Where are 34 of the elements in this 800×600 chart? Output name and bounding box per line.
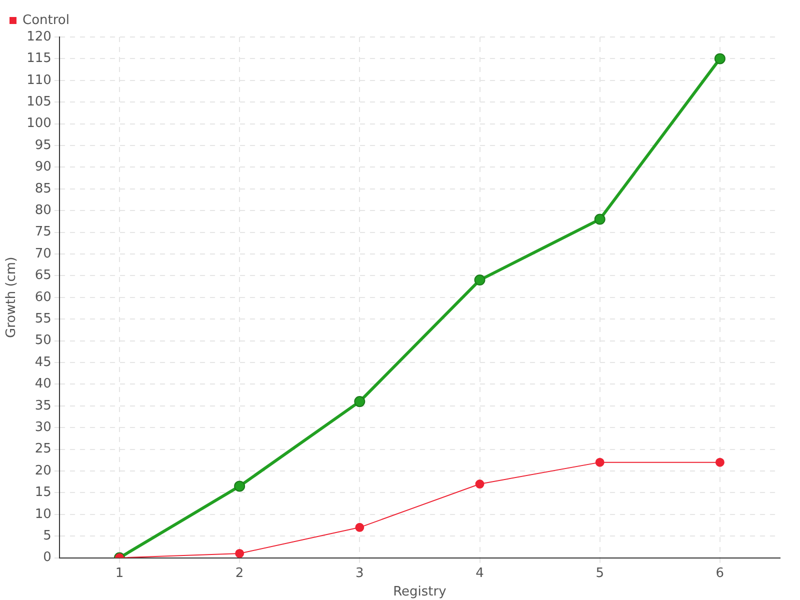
x-tick-label: 4 <box>476 566 484 581</box>
y-tick-label: 85 <box>34 181 52 196</box>
x-tick-label: 1 <box>115 566 124 581</box>
x-tick-label: 3 <box>356 566 364 581</box>
y-tick-label: 70 <box>34 246 52 262</box>
y-tick-label: 60 <box>34 290 52 305</box>
y-tick-label: 0 <box>43 550 52 566</box>
y-tick-label: 65 <box>34 268 52 284</box>
y-tick-label: 15 <box>34 485 52 500</box>
y-tick-label: 90 <box>34 160 52 175</box>
y-tick-label: 95 <box>34 138 52 153</box>
y-axis-title: Growth (cm) <box>4 256 20 338</box>
x-tick-label: 2 <box>235 566 244 581</box>
y-tick-label: 25 <box>34 442 52 457</box>
x-axis-title: Registry <box>393 584 447 600</box>
y-tick-label: 20 <box>34 463 52 478</box>
y-tick-label: 80 <box>34 202 52 218</box>
y-tick-label: 55 <box>34 311 52 326</box>
x-tick-label: 5 <box>596 566 604 581</box>
y-tick-label: 10 <box>34 506 52 522</box>
y-tick-label: 105 <box>26 94 52 110</box>
y-tick-label: 30 <box>34 420 52 435</box>
y-tick-label: 115 <box>26 51 52 66</box>
y-tick-label: 40 <box>34 376 52 392</box>
y-tick-label: 50 <box>34 333 52 348</box>
x-tick-label: 6 <box>716 566 724 581</box>
y-tick-label: 100 <box>26 116 52 132</box>
y-tick-label: 75 <box>34 224 52 240</box>
y-tick-label: 120 <box>26 29 52 44</box>
legend-label: Control <box>22 12 70 28</box>
y-tick-label: 110 <box>26 72 52 88</box>
y-tick-label: 5 <box>43 528 52 544</box>
y-tick-label: 35 <box>34 398 52 414</box>
y-tick-label: 45 <box>34 354 52 370</box>
